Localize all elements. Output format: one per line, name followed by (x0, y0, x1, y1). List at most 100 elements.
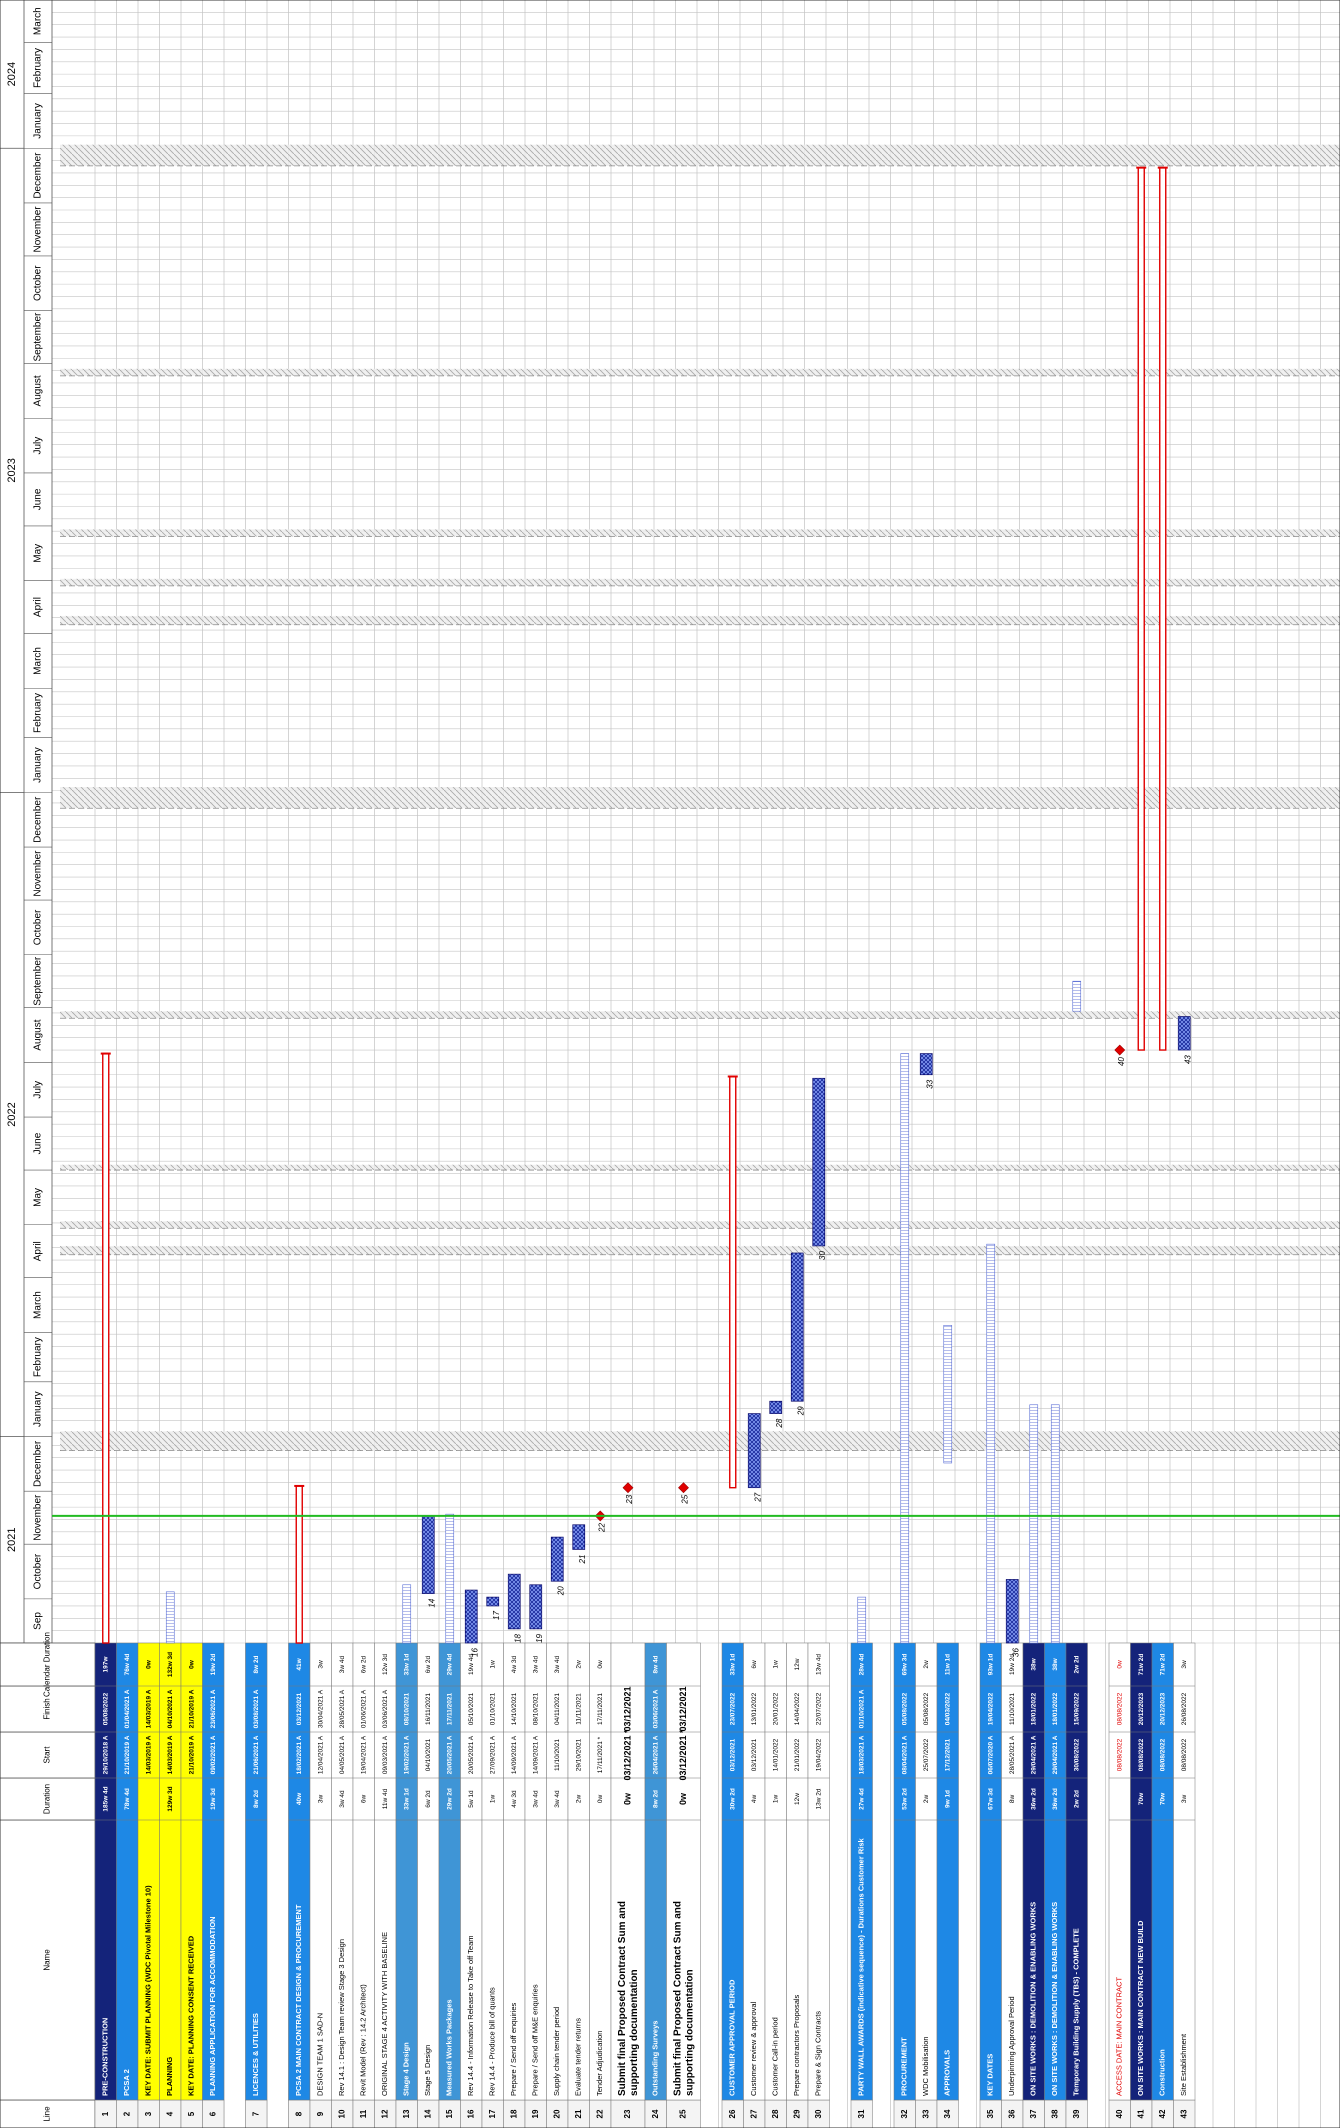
task-name: Stage 5 Design (423, 2045, 432, 2096)
task-name-line: Submit final Proposed Contract Sum and (672, 1901, 683, 2096)
bar-line-label: 14 (427, 1598, 436, 1607)
column-header-label: Finish (43, 1698, 52, 1719)
cell-duration: 36w 2d (1030, 1788, 1037, 1810)
line-number: 33 (921, 2109, 930, 2118)
cell-duration: 5w 1d (468, 1790, 475, 1808)
bar-line-label: 30 (818, 1250, 827, 1259)
cell-finish: 08/10/2021 (532, 1692, 539, 1725)
cell-start: 06/07/2020 A (987, 1735, 994, 1774)
line-number: 15 (445, 2109, 454, 2118)
task-bar (486, 1596, 500, 1607)
task-name-line: supporting documentation (629, 1969, 640, 2096)
task-name: KEY DATE: SUBMIT PLANNING (WDC Pivotal M… (144, 1885, 153, 2096)
cell-calendar: 19w 2d (1009, 1654, 1016, 1675)
line-number: 37 (1029, 2109, 1038, 2118)
progress-bar (445, 1513, 455, 1644)
month-label: December (33, 796, 44, 843)
line-number: 14 (423, 2109, 432, 2118)
cell-duration: 29w 2d (446, 1788, 453, 1810)
cell-finish: 19/04/2022 (987, 1692, 994, 1725)
milestone (678, 1482, 689, 1494)
cell-finish: 21/10/2019 A (188, 1689, 195, 1728)
line-number: 2 (122, 2111, 131, 2116)
cell-finish: 20/01/2022 (772, 1692, 779, 1725)
cell-calendar: 6w 2d (360, 1655, 367, 1673)
cell-finish: 08/10/2021 (403, 1692, 410, 1725)
task-name-line: Submit final Proposed Contract Sum and (617, 1901, 628, 2096)
cell-duration: 1w (772, 1795, 779, 1804)
bar-line-label: 21 (578, 1555, 587, 1565)
cell-calendar: 2w 2d (1073, 1655, 1080, 1673)
cell-calendar: 13w 4d (815, 1654, 822, 1675)
holiday-band (60, 1431, 1340, 1451)
cell-start: 29/04/2021 A (1030, 1735, 1037, 1774)
cell-duration: 2w 2d (1073, 1790, 1080, 1808)
bar-line-label: 18 (513, 1633, 522, 1642)
cell-calendar: 0w (1116, 1660, 1123, 1669)
cell-finish: 18/01/2022 (1030, 1692, 1037, 1725)
task-bar (812, 1077, 826, 1247)
milestone (1114, 1044, 1126, 1056)
task-name: CUSTOMER APPROVAL PERIOD (728, 1979, 737, 2096)
task-name: Revit Model (Rev : 14.2 Architect) (359, 1984, 368, 2096)
line-number: 25 (679, 2109, 688, 2118)
cell-calendar: 2w (923, 1660, 930, 1669)
task-name: LICENCES & UTILITIES (251, 2013, 260, 2096)
cell-duration: 0w (678, 1792, 688, 1805)
cell-duration: 8w 2d (253, 1790, 260, 1808)
cell-calendar: 38w (1030, 1657, 1037, 1670)
line-number: 22 (595, 2109, 604, 2118)
year-label: 2022 (6, 1102, 18, 1126)
cell-start: 11/10/2021 (554, 1739, 561, 1771)
task-bar (550, 1536, 564, 1582)
cell-calendar: 8w 4d (652, 1655, 659, 1673)
month-label: June (33, 1132, 44, 1154)
cell-calendar: 3w (1181, 1660, 1188, 1669)
task-name: Customer review & approval (749, 2001, 758, 2096)
bar-line-label: 29 (796, 1406, 805, 1416)
line-number: 40 (1115, 2109, 1124, 2118)
month-label: March (33, 7, 44, 35)
task-name: Customer Call-in period (771, 2017, 780, 2096)
line-number: 26 (728, 2109, 737, 2118)
holiday-band (60, 615, 1340, 625)
month-label: December (33, 1440, 44, 1487)
cell-start: 03/12/2021 * (622, 1729, 632, 1781)
line-number: 34 (943, 2109, 952, 2118)
cell-finish: 20/12/2023 (1159, 1692, 1166, 1725)
line-number: 28 (771, 2109, 780, 2118)
cell-calendar: 71w 2d (1138, 1654, 1145, 1676)
cell-start: 17/11/2021 * (597, 1736, 604, 1773)
summary-bar (102, 1052, 110, 1644)
month-label: November (33, 206, 44, 253)
cell-finish: 14/03/2019 A (145, 1689, 152, 1728)
cell-finish: 23/06/2021 A (210, 1689, 217, 1728)
cell-finish: 16/11/2021 (425, 1693, 432, 1725)
progress-bar (943, 1325, 953, 1464)
cell-start: 18/02/2021 A (296, 1735, 303, 1774)
cell-calendar: 29w 4d (446, 1654, 453, 1676)
line-number: 35 (986, 2109, 995, 2118)
task-name: Temporary Building Supply (TBS) - COMPLE… (1072, 1928, 1081, 2096)
cell-calendar: 19w 4d (468, 1654, 475, 1675)
month-label: April (33, 1241, 44, 1261)
cell-duration: 129w 3d (167, 1786, 174, 1811)
cell-calendar: 6w 2d (425, 1655, 432, 1673)
task-name: Rev 14.1 : Design Team review Stage 3 De… (337, 1939, 346, 2096)
cell-calendar: 0w (188, 1659, 195, 1669)
task-bar (464, 1589, 478, 1644)
cell-finish: 01/10/2021 (489, 1692, 496, 1725)
task-bar (1177, 1016, 1191, 1051)
cell-finish: 01/10/2021 A (858, 1689, 865, 1728)
cell-calendar: 12w (794, 1658, 801, 1670)
cell-duration: 13w 2d (815, 1788, 822, 1809)
task-name: Site Establishment (1179, 2033, 1188, 2096)
month-label: February (33, 1337, 44, 1377)
year-label: 2024 (6, 62, 18, 86)
line-number: 1 (101, 2111, 110, 2116)
bar-line-label: 43 (1183, 1055, 1192, 1064)
row-fill (1173, 1642, 1196, 2101)
progress-bar (1029, 1404, 1039, 1644)
task-name: PLANNING APPLICATION FOR ACCOMMODATION (208, 1916, 217, 2096)
